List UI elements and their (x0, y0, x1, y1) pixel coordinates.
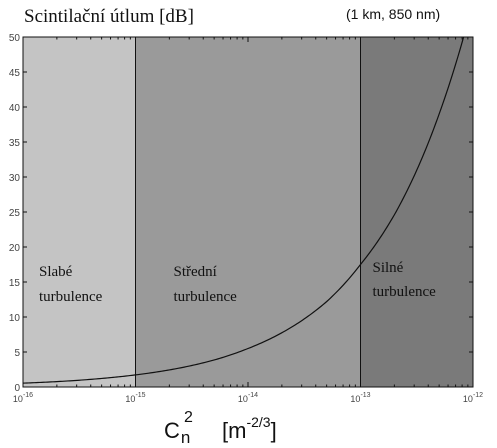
y-tick-label: 25 (9, 208, 21, 219)
turbulence-regions (23, 37, 473, 387)
region-3-label-line2: turbulence (373, 284, 437, 300)
y-tick-label: 45 (9, 68, 21, 79)
x-tick-exponent: -13 (360, 392, 370, 399)
x-tick-base: 10 (125, 394, 135, 404)
region-labels: Slabé turbulence Střední turbulence Silné tur… (39, 260, 436, 305)
region-2-label-line1: Střední (174, 264, 217, 280)
series-line-1 (23, 37, 465, 384)
x-axis-label-sup: 2 (184, 409, 193, 426)
x-axis-label: Cn 2 [m-2/3] (164, 409, 277, 447)
x-tick-label: 10-13 (350, 392, 370, 404)
x-tick-label: 10-12 (463, 392, 483, 404)
y-tick-label: 20 (9, 243, 21, 254)
x-tick-base: 10 (350, 394, 360, 404)
x-tick-label: 10-14 (238, 392, 258, 404)
x-axis-label-sub: n (181, 428, 190, 447)
chart-subtitle: (1 km, 850 nm) (346, 6, 440, 22)
axes (22, 36, 474, 388)
chart-title: Scintilační útlum [dB] (24, 6, 194, 27)
x-tick-label: 10-15 (125, 392, 145, 404)
region-1-label-line2: turbulence (39, 289, 103, 305)
x-axis-unit-open: [m (222, 418, 246, 443)
region-2-band (135, 37, 361, 387)
x-axis-unit-sup: -2/3 (246, 414, 270, 430)
x-tick-exponent: -14 (248, 392, 258, 399)
series-layer (23, 37, 465, 384)
x-axis-unit-close: ] (271, 418, 277, 443)
x-tick-base: 10 (13, 394, 23, 404)
y-tick-label: 50 (9, 33, 21, 44)
region-3-band (360, 37, 473, 387)
x-tick-labels: 10-16 10-15 10-14 10-13 10-12 (13, 392, 483, 404)
region-1-label-line1: Slabé (39, 264, 73, 280)
y-tick-label: 30 (9, 173, 21, 184)
x-tick-base: 10 (238, 394, 248, 404)
y-tick-label: 0 (14, 383, 20, 394)
y-tick-label: 5 (14, 348, 20, 359)
x-tick-exponent: -16 (23, 392, 33, 399)
y-tick-label: 35 (9, 138, 21, 149)
y-tick-label: 10 (9, 313, 21, 324)
x-tick-exponent: -15 (135, 392, 145, 399)
y-tick-label: 15 (9, 278, 21, 289)
x-tick-base: 10 (463, 394, 473, 404)
region-3-label-line1: Silné (373, 260, 404, 276)
y-tick-label: 40 (9, 103, 21, 114)
x-tick-exponent: -12 (473, 392, 483, 399)
x-axis-label-main: C (164, 418, 180, 443)
region-2-label-line2: turbulence (174, 289, 238, 305)
y-tick-labels: 0 5 10 15 20 25 30 35 40 45 50 (9, 33, 21, 394)
region-1-band (23, 37, 136, 387)
x-tick-label: 10-16 (13, 392, 33, 404)
